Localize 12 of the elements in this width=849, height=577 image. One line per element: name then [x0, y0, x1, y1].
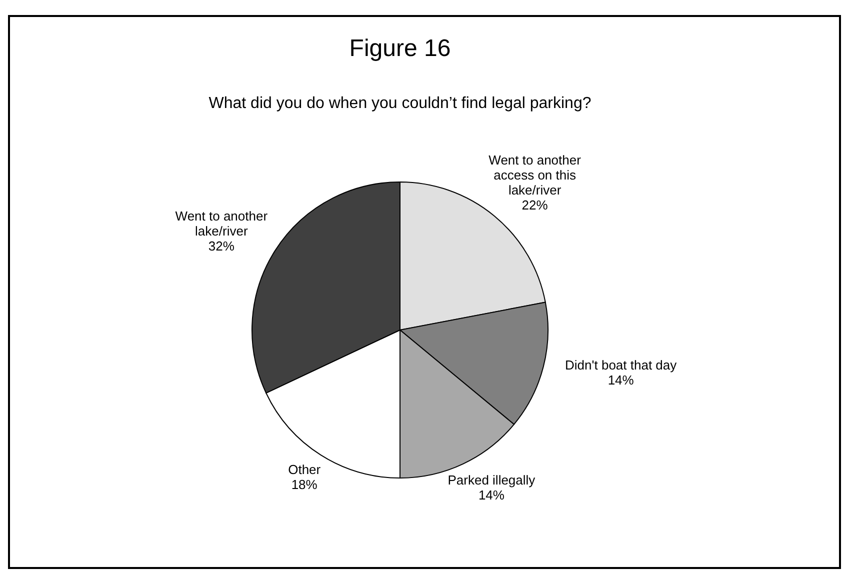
slice-label: Went to another access on this lake/river: [488, 152, 582, 198]
data-label: 32%: [208, 238, 235, 254]
slice-label: Parked illegally: [448, 472, 536, 488]
data-label: 14%: [608, 372, 634, 388]
data-label: 18%: [291, 476, 318, 492]
chart-title: Figure 16: [349, 35, 451, 62]
slice-label: Other: [288, 462, 322, 477]
chart-subtitle: What did you do when you couldn’t find legal parking?: [208, 95, 592, 112]
data-label: 14%: [478, 487, 505, 502]
slice-label: Went to another lake/river: [175, 208, 268, 239]
slice-label: Didn't boat that day: [565, 358, 678, 373]
data-label: 22%: [522, 198, 548, 213]
